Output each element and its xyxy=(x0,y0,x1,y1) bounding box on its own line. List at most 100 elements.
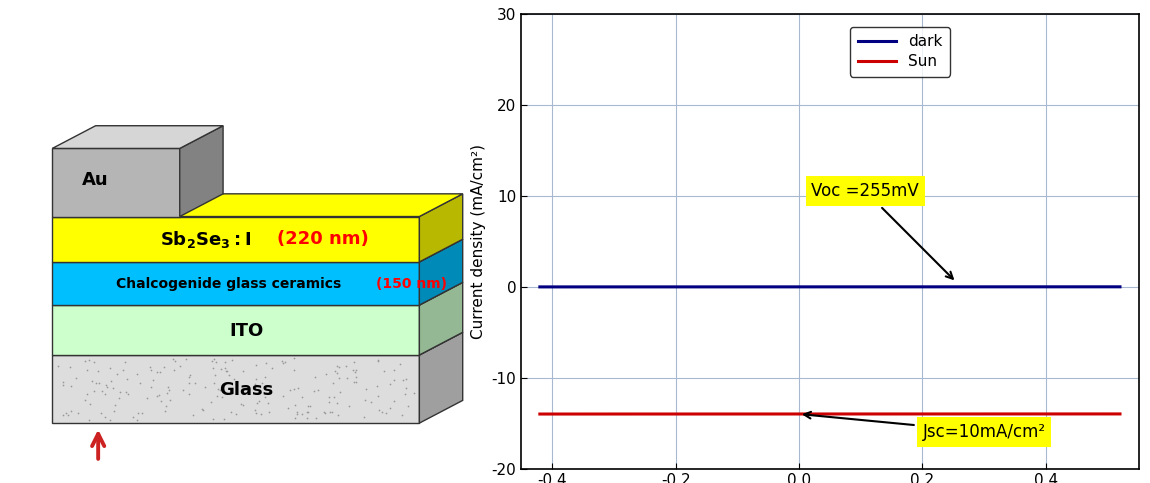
Point xyxy=(328,399,346,407)
Point xyxy=(93,387,112,395)
Point xyxy=(289,410,307,418)
Point xyxy=(222,408,240,416)
Text: ITO: ITO xyxy=(229,322,263,340)
Sun xyxy=(767,411,781,417)
Point xyxy=(141,383,160,391)
Point xyxy=(305,387,323,395)
Point xyxy=(207,358,225,366)
Point xyxy=(384,397,402,405)
Text: (150 nm): (150 nm) xyxy=(376,277,447,291)
Point xyxy=(397,375,415,383)
Point xyxy=(381,404,399,412)
Point xyxy=(369,357,388,365)
Point xyxy=(347,379,366,386)
Point xyxy=(235,401,253,409)
Point xyxy=(373,408,391,416)
Point xyxy=(98,383,116,391)
Point xyxy=(385,376,404,384)
Point xyxy=(56,410,75,417)
Point xyxy=(392,411,411,419)
Point xyxy=(340,402,359,410)
Point xyxy=(87,379,106,387)
Point xyxy=(150,391,168,398)
Text: $\mathbf{Sb_2Se_3:I}$: $\mathbf{Sb_2Se_3:I}$ xyxy=(160,229,251,250)
Polygon shape xyxy=(420,194,462,262)
Point xyxy=(328,369,346,377)
Point xyxy=(329,412,347,419)
Polygon shape xyxy=(52,355,420,423)
Point xyxy=(321,409,339,416)
Point xyxy=(204,416,222,424)
Point xyxy=(325,393,344,401)
Point xyxy=(316,410,335,417)
Point xyxy=(151,369,169,376)
Text: Glass: Glass xyxy=(218,381,274,399)
Point xyxy=(217,367,236,375)
Point xyxy=(85,358,104,366)
Point xyxy=(246,407,264,414)
Point xyxy=(330,374,348,382)
Point xyxy=(197,383,215,391)
Point xyxy=(179,390,198,398)
Point xyxy=(299,409,317,416)
Point xyxy=(368,393,386,400)
Point xyxy=(337,362,355,369)
Point xyxy=(54,378,72,385)
Point xyxy=(246,409,264,416)
Point xyxy=(160,386,178,394)
Point xyxy=(204,357,222,365)
Point xyxy=(110,388,129,396)
Point xyxy=(256,373,275,381)
Point xyxy=(285,354,304,362)
Point xyxy=(293,393,312,401)
Point xyxy=(206,371,224,379)
Point xyxy=(128,370,146,378)
Polygon shape xyxy=(420,332,462,423)
Point xyxy=(248,399,267,407)
Point xyxy=(284,366,302,374)
Point xyxy=(246,381,264,388)
dark xyxy=(996,284,1010,290)
Point xyxy=(285,385,304,393)
Text: Jsc=10mA/cm²: Jsc=10mA/cm² xyxy=(804,412,1045,440)
Point xyxy=(171,362,190,370)
Point xyxy=(355,396,374,404)
Point xyxy=(345,358,363,366)
Point xyxy=(320,393,338,400)
Point xyxy=(274,360,292,368)
Point xyxy=(147,369,166,376)
Point xyxy=(375,368,393,375)
Point xyxy=(205,380,223,387)
dark xyxy=(592,284,606,290)
Point xyxy=(79,416,98,424)
Point xyxy=(246,375,264,383)
Point xyxy=(275,358,293,366)
Point xyxy=(62,408,81,415)
Point xyxy=(179,373,198,381)
Point xyxy=(177,355,196,362)
Point xyxy=(393,376,412,384)
Point xyxy=(275,392,293,399)
Point xyxy=(79,356,98,364)
Point xyxy=(101,416,120,424)
Point xyxy=(147,392,166,399)
Point xyxy=(202,398,221,406)
Point xyxy=(107,370,125,378)
Polygon shape xyxy=(52,332,462,355)
Point xyxy=(138,394,156,401)
Point xyxy=(128,416,146,424)
Point xyxy=(223,356,241,364)
Point xyxy=(215,358,233,366)
Point xyxy=(166,366,184,373)
dark xyxy=(932,284,945,290)
Point xyxy=(163,355,182,363)
Point xyxy=(220,371,238,379)
Point xyxy=(212,365,230,373)
Point xyxy=(298,408,316,415)
Point xyxy=(255,394,274,401)
Point xyxy=(399,402,417,410)
dark xyxy=(1113,284,1127,290)
Point xyxy=(253,379,271,387)
Point xyxy=(262,365,281,372)
Point xyxy=(144,376,162,384)
